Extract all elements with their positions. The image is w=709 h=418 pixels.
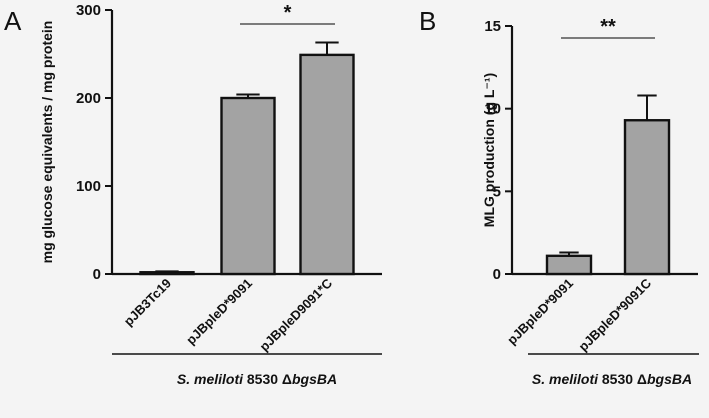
bar-a-1 [220, 96, 276, 276]
category-label-b-0: pJBpleD*9091 [504, 276, 576, 348]
y-tick-label-a-2: 200 [76, 90, 101, 107]
y-tick-label-b-3: 15 [484, 18, 501, 35]
category-label-b-1: pJBpleD*9091C [576, 275, 655, 354]
y-tick-label-b-1: 5 [493, 183, 501, 200]
category-label-a-2: pJBpleD9091*C [257, 275, 336, 354]
strain-label-b: S. meliloti 8530 ΔbgsBA [532, 371, 692, 387]
y-axis-label-b: MLG production (g L⁻¹) [481, 73, 497, 227]
strain-label-a: S. meliloti 8530 ΔbgsBA [177, 371, 337, 387]
bar-b-0 [545, 254, 593, 276]
y-tick-label-a-0: 0 [93, 266, 101, 283]
bar-a-2 [299, 53, 355, 276]
y-tick-label-b-0: 0 [493, 266, 501, 283]
y-axis-label-a: mg glucose equivalents / mg protein [39, 21, 55, 264]
category-label-a-1: pJBpleD*9091 [183, 276, 255, 348]
significance-label-b-0: ** [600, 16, 616, 38]
panel-letter-b: B [419, 6, 436, 36]
significance-label-a-0: * [284, 2, 292, 24]
y-tick-label-b-2: 10 [484, 101, 501, 118]
category-label-a-0: pJB3Tc19 [121, 276, 174, 329]
y-tick-label-a-3: 300 [76, 2, 101, 19]
bar-a-0 [139, 271, 195, 276]
panel-b: B MLG production (g L⁻¹) 0 5 10 15 pJBpleD*909… [419, 6, 699, 387]
panel-letter-a: A [4, 6, 22, 36]
y-tick-label-a-1: 100 [76, 178, 101, 195]
bar-b-1 [623, 119, 671, 276]
